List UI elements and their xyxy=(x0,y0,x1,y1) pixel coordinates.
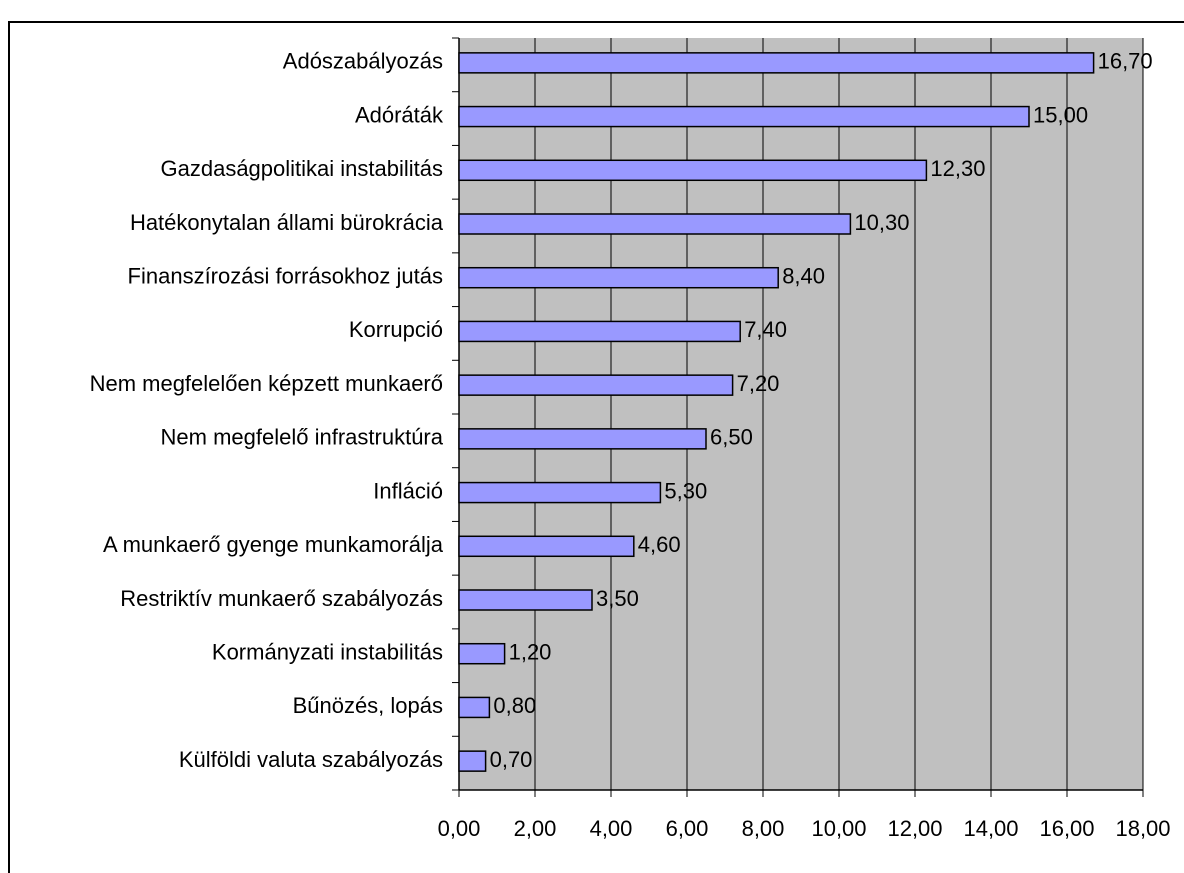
y-tick-label: Külföldi valuta szabályozás xyxy=(179,747,443,772)
bar xyxy=(458,374,734,396)
x-tick-label: 16,00 xyxy=(1039,816,1094,841)
x-tick-label: 2,00 xyxy=(514,816,557,841)
y-tick-label: Finanszírozási forrásokhoz jutás xyxy=(128,264,443,289)
bar xyxy=(458,428,707,450)
data-label: 7,40 xyxy=(744,317,787,342)
x-tick-label: 12,00 xyxy=(887,816,942,841)
x-tick-label: 8,00 xyxy=(742,816,785,841)
y-tick-label: Korrupció xyxy=(349,317,443,342)
data-label: 16,70 xyxy=(1098,49,1153,74)
y-tick-label: Nem megfelelően képzett munkaerő xyxy=(90,371,443,396)
y-tick-label: Nem megfelelő infrastruktúra xyxy=(161,425,444,450)
data-label: 7,20 xyxy=(737,371,780,396)
bar xyxy=(458,266,779,289)
bar xyxy=(458,642,506,665)
data-label: 6,50 xyxy=(710,425,753,450)
y-tick-label: Restriktív munkaerő szabályozás xyxy=(120,586,443,611)
x-tick-label: 14,00 xyxy=(963,816,1018,841)
bar xyxy=(458,535,635,558)
plot-area xyxy=(459,38,1143,790)
bar xyxy=(458,213,852,235)
y-tick-label: A munkaerő gyenge munkamorálja xyxy=(103,532,444,557)
data-label: 12,30 xyxy=(930,156,985,181)
y-tick-label: Infláció xyxy=(373,478,443,503)
data-label: 3,50 xyxy=(596,586,639,611)
y-tick-label: Gazdaságpolitikai instabilitás xyxy=(161,156,444,181)
x-tick-label: 18,00 xyxy=(1115,816,1170,841)
x-tick-label: 6,00 xyxy=(666,816,709,841)
data-label: 0,80 xyxy=(493,693,536,718)
data-label: 5,30 xyxy=(664,478,707,503)
bar xyxy=(458,105,1030,128)
data-label: 1,20 xyxy=(509,640,552,665)
bar xyxy=(458,159,928,182)
x-tick-label: 0,00 xyxy=(438,816,481,841)
bar xyxy=(458,589,593,611)
y-tick-label: Hatékonytalan állami bürokrácia xyxy=(130,210,444,235)
bar xyxy=(458,750,487,772)
data-label: 8,40 xyxy=(782,264,825,289)
bar xyxy=(458,481,662,504)
bar xyxy=(458,696,491,719)
y-tick-label: Adószabályozás xyxy=(283,49,443,74)
data-label: 15,00 xyxy=(1033,102,1088,127)
x-tick-label: 10,00 xyxy=(811,816,866,841)
y-tick-label: Kormányzati instabilitás xyxy=(212,640,443,665)
data-label: 4,60 xyxy=(638,532,681,557)
bar xyxy=(458,320,741,343)
y-tick-label: Adóráták xyxy=(355,102,444,127)
x-tick-label: 4,00 xyxy=(590,816,633,841)
data-label: 0,70 xyxy=(490,747,533,772)
data-label: 10,30 xyxy=(854,210,909,235)
bar xyxy=(458,52,1095,74)
y-tick-label: Bűnözés, lopás xyxy=(293,693,443,718)
